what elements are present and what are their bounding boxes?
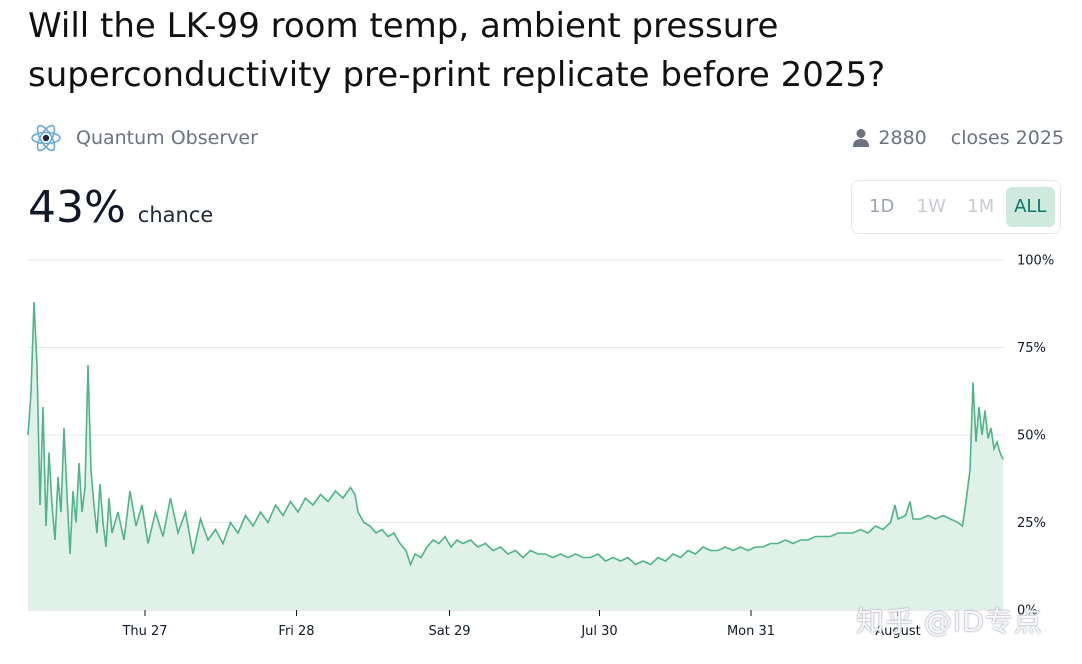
y-tick-label: 0% xyxy=(1017,604,1038,619)
x-tick-label: August xyxy=(875,624,921,639)
market-title: Will the LK-99 room temp, ambient pressu… xyxy=(28,6,886,95)
user-icon xyxy=(853,129,870,147)
x-tick-label: Fri 28 xyxy=(278,624,314,639)
y-tick-label: 100% xyxy=(1017,254,1054,269)
y-tick-label: 50% xyxy=(1017,429,1046,444)
range-1d-button[interactable]: 1D xyxy=(869,196,895,217)
x-tick-label: Sat 29 xyxy=(429,624,471,639)
atom-icon xyxy=(31,124,61,152)
market-stats: 2880 closes 2025 xyxy=(852,124,1064,152)
range-all-button[interactable]: ALL xyxy=(1005,187,1055,227)
probability-label: chance xyxy=(137,203,214,227)
x-tick-label: Mon 31 xyxy=(727,624,775,639)
probability-display: 43% chance xyxy=(28,182,213,238)
y-tick-label: 25% xyxy=(1017,516,1046,531)
probability-value: 43% xyxy=(28,182,126,233)
probability-chart: Thu 27 Fri 28 Sat 29 Jul 30 Mon 31 August 0% 2… xyxy=(27,254,1054,639)
range-1m-button[interactable]: 1M xyxy=(967,196,995,217)
watermark-text: 知乎 @ID专点 xyxy=(856,605,1043,638)
probability-area xyxy=(28,302,1003,610)
x-tick-label: Thu 27 xyxy=(121,624,167,639)
creator-name[interactable]: Quantum Observer xyxy=(76,127,258,149)
probability-line xyxy=(27,301,1004,567)
time-range-selector: 1D 1W 1M ALL xyxy=(851,180,1061,234)
y-tick-label: 75% xyxy=(1017,341,1046,356)
range-1w-button[interactable]: 1W xyxy=(916,196,946,217)
x-axis: Thu 27 Fri 28 Sat 29 Jul 30 Mon 31 August xyxy=(121,610,921,639)
trader-count: 2880 xyxy=(878,127,927,149)
y-axis: 0% 25% 50% 75% 100% xyxy=(1017,254,1054,619)
close-date: closes 2025 xyxy=(950,127,1064,149)
creator-info[interactable]: Quantum Observer xyxy=(30,121,258,155)
x-tick-label: Jul 30 xyxy=(580,624,617,639)
